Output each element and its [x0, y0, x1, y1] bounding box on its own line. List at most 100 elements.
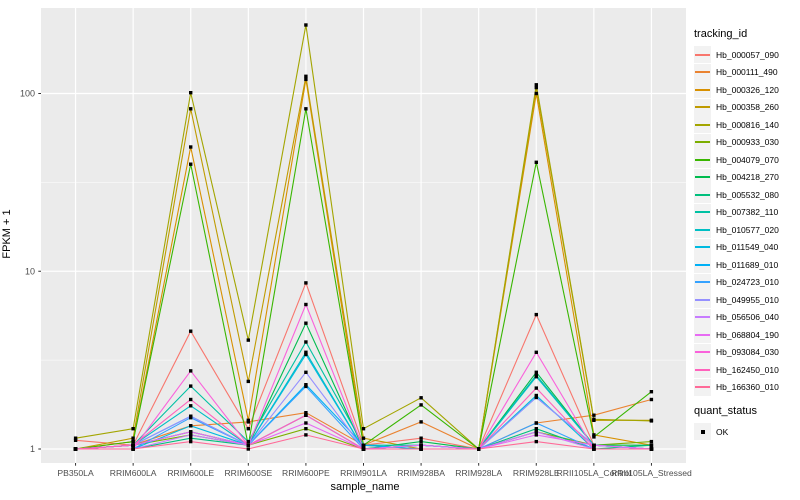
data-point [189, 439, 193, 444]
data-point [534, 395, 538, 400]
x-tick-label: PB350LA [57, 468, 94, 478]
legend-item-Hb_000111_490: Hb_000111_490 [694, 63, 800, 82]
data-point [246, 443, 250, 447]
legend-color-key [694, 63, 711, 81]
data-point [246, 418, 250, 422]
legend-line-swatch [695, 316, 710, 319]
legend-color-key [694, 291, 711, 309]
data-point [419, 439, 423, 444]
legend-item-label: Hb_004079_070 [716, 154, 779, 165]
x-tick-label: RRII105LA_Control [557, 468, 632, 478]
legend-color-key [694, 98, 711, 116]
data-point [534, 370, 538, 374]
data-point [304, 421, 308, 425]
legend-item-Hb_068804_190: Hb_068804_190 [694, 326, 800, 344]
legend-item-label: Hb_024723_010 [716, 277, 779, 288]
data-point [592, 447, 596, 451]
data-point [534, 350, 538, 354]
y-tick-label: 1 [30, 444, 35, 454]
data-point [477, 447, 481, 451]
legend-color-key [694, 221, 711, 239]
data-point [649, 439, 654, 444]
legend-color-key [694, 326, 711, 344]
legend-line-swatch [695, 158, 710, 161]
data-point [534, 439, 538, 444]
legend-item-Hb_056506_040: Hb_056506_040 [694, 308, 800, 327]
data-point [304, 411, 308, 415]
data-point [534, 375, 538, 379]
data-point [534, 160, 538, 164]
legend-line-swatch [695, 351, 710, 354]
legend-color-key [694, 203, 711, 221]
legend-line-swatch [695, 228, 710, 231]
data-point [592, 433, 596, 437]
legend-item-Hb_011689_010: Hb_011689_010 [694, 256, 800, 274]
data-point [189, 107, 193, 111]
legend-color-key [694, 133, 711, 151]
legend-line-swatch [695, 281, 710, 284]
x-tick-label: RRIM600SE [224, 468, 272, 478]
legend-item-Hb_005532_080: Hb_005532_080 [694, 186, 800, 204]
legend-line-swatch [695, 211, 710, 214]
legend-color-key [694, 168, 711, 186]
data-point [189, 430, 193, 434]
black-square-point-icon [700, 429, 705, 434]
legend-title-quant-status: quant_status [694, 405, 757, 417]
legend-line-swatch [695, 123, 710, 126]
y-tick-label: 100 [20, 89, 35, 99]
legend-line-swatch [695, 88, 710, 91]
data-point [246, 447, 250, 451]
data-point [649, 397, 654, 402]
legend-line-swatch [695, 141, 710, 144]
data-point [73, 447, 78, 451]
legend-item-label: Hb_000326_120 [716, 84, 779, 95]
legend-line-swatch [695, 106, 710, 109]
x-tick-label: RRIM600LA [110, 468, 157, 478]
legend: tracking_id Hb_000057_090 Hb_000111_490 Hb… [694, 28, 800, 441]
legend-line-swatch [695, 298, 710, 301]
legend-item-Hb_166360_010: Hb_166360_010 [694, 378, 800, 397]
legend-item-label: Hb_162450_010 [716, 364, 779, 375]
data-point [189, 436, 193, 440]
legend-color-key [694, 256, 711, 274]
data-point [592, 435, 596, 439]
data-point [304, 370, 308, 374]
data-point [304, 23, 308, 27]
y-tick-label: 10 [25, 266, 35, 276]
legend-item-Hb_011549_040: Hb_011549_040 [694, 238, 800, 257]
legend-item-label: Hb_000933_030 [716, 137, 779, 148]
data-point [131, 447, 135, 451]
x-tick-label: RRIM928LA [455, 468, 502, 478]
legend-color-key [694, 186, 711, 204]
data-point [592, 417, 596, 421]
legend-item-label: Hb_049955_010 [716, 294, 779, 305]
data-point [419, 403, 423, 407]
data-point [189, 404, 193, 408]
data-point [534, 393, 538, 398]
legend-color-key [694, 116, 711, 134]
legend-item-Hb_010577_020: Hb_010577_020 [694, 221, 800, 239]
legend-item-label: Hb_000816_140 [716, 119, 779, 130]
data-point [131, 427, 135, 431]
legend-color-key [694, 378, 711, 396]
legend-item-Hb_093084_030: Hb_093084_030 [694, 343, 800, 362]
legend-item-label: Hb_056506_040 [716, 312, 779, 323]
legend-title-tracking-id: tracking_id [694, 28, 748, 40]
legend-item-label: Hb_000057_090 [716, 49, 779, 60]
legend-item-label: Hb_007382_110 [716, 207, 779, 218]
data-point [189, 397, 193, 402]
data-point [361, 447, 366, 451]
legend-item-label: Hb_011689_010 [716, 259, 779, 270]
data-point [534, 427, 538, 431]
x-tick-label: RRIM901LA [340, 468, 387, 478]
legend-items-tracking-id: Hb_000057_090 Hb_000111_490 Hb_000326_120 H… [694, 46, 800, 396]
legend-item-label: Hb_004218_270 [716, 172, 779, 183]
data-point [534, 421, 538, 425]
legend-item-label: Hb_000358_260 [716, 102, 779, 113]
data-point [73, 436, 78, 440]
legend-line-swatch [695, 176, 710, 179]
data-point [304, 413, 308, 417]
data-point [304, 352, 308, 357]
legend-color-key [694, 273, 711, 291]
